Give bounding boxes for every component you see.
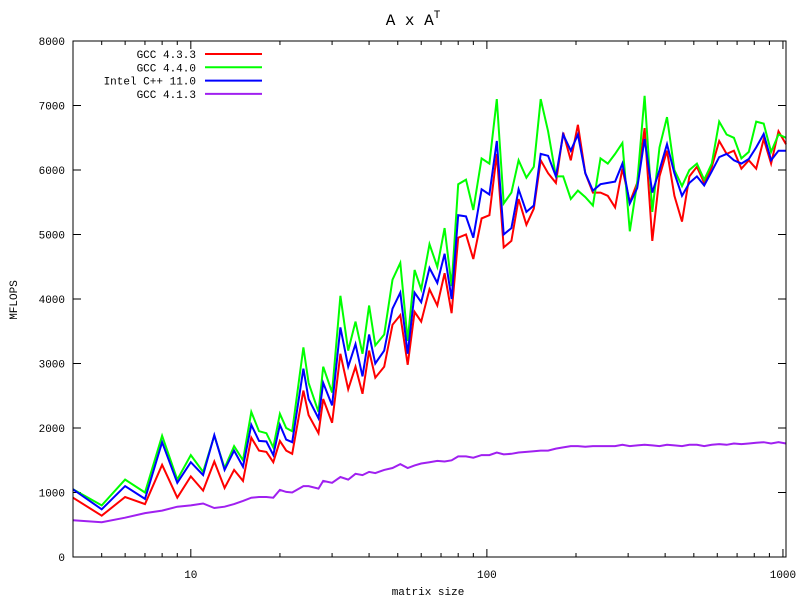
y-tick-label: 6000 <box>39 166 65 178</box>
legend-label: GCC 4.1.3 <box>137 90 196 102</box>
y-tick-label: 5000 <box>39 231 65 243</box>
x-axis-label: matrix size <box>392 587 465 599</box>
series-line-2 <box>72 131 786 511</box>
x-tick-label: 10 <box>184 570 197 582</box>
series-line-3 <box>72 441 787 524</box>
y-axis-label: MFLOPS <box>9 280 21 320</box>
y-tick-label: 8000 <box>39 37 65 49</box>
x-tick-label: 100 <box>477 570 497 582</box>
chart-title: A x AT <box>386 10 441 30</box>
chart-title-superscript: T <box>434 10 441 22</box>
y-tick-label: 2000 <box>39 424 65 436</box>
y-tick-label: 4000 <box>39 295 65 307</box>
legend-label: GCC 4.3.3 <box>137 50 196 62</box>
plot-border <box>72 40 787 558</box>
legend-label: Intel C++ 11.0 <box>104 77 196 89</box>
y-tick-label: 7000 <box>39 102 65 114</box>
axis-ticks: 0 1000 2000 3000 4000 5000 6000 7000 8000 10 100 10… <box>39 37 797 582</box>
y-tick-label: 3000 <box>39 360 65 372</box>
legend-label: GCC 4.4.0 <box>137 63 196 75</box>
series-line-0 <box>72 124 787 517</box>
y-tick-label: 0 <box>58 553 65 565</box>
y-tick-label: 1000 <box>39 489 65 501</box>
series-lines <box>72 95 787 524</box>
series-line-1 <box>72 95 787 507</box>
x-tick-label: 1000 <box>770 570 796 582</box>
